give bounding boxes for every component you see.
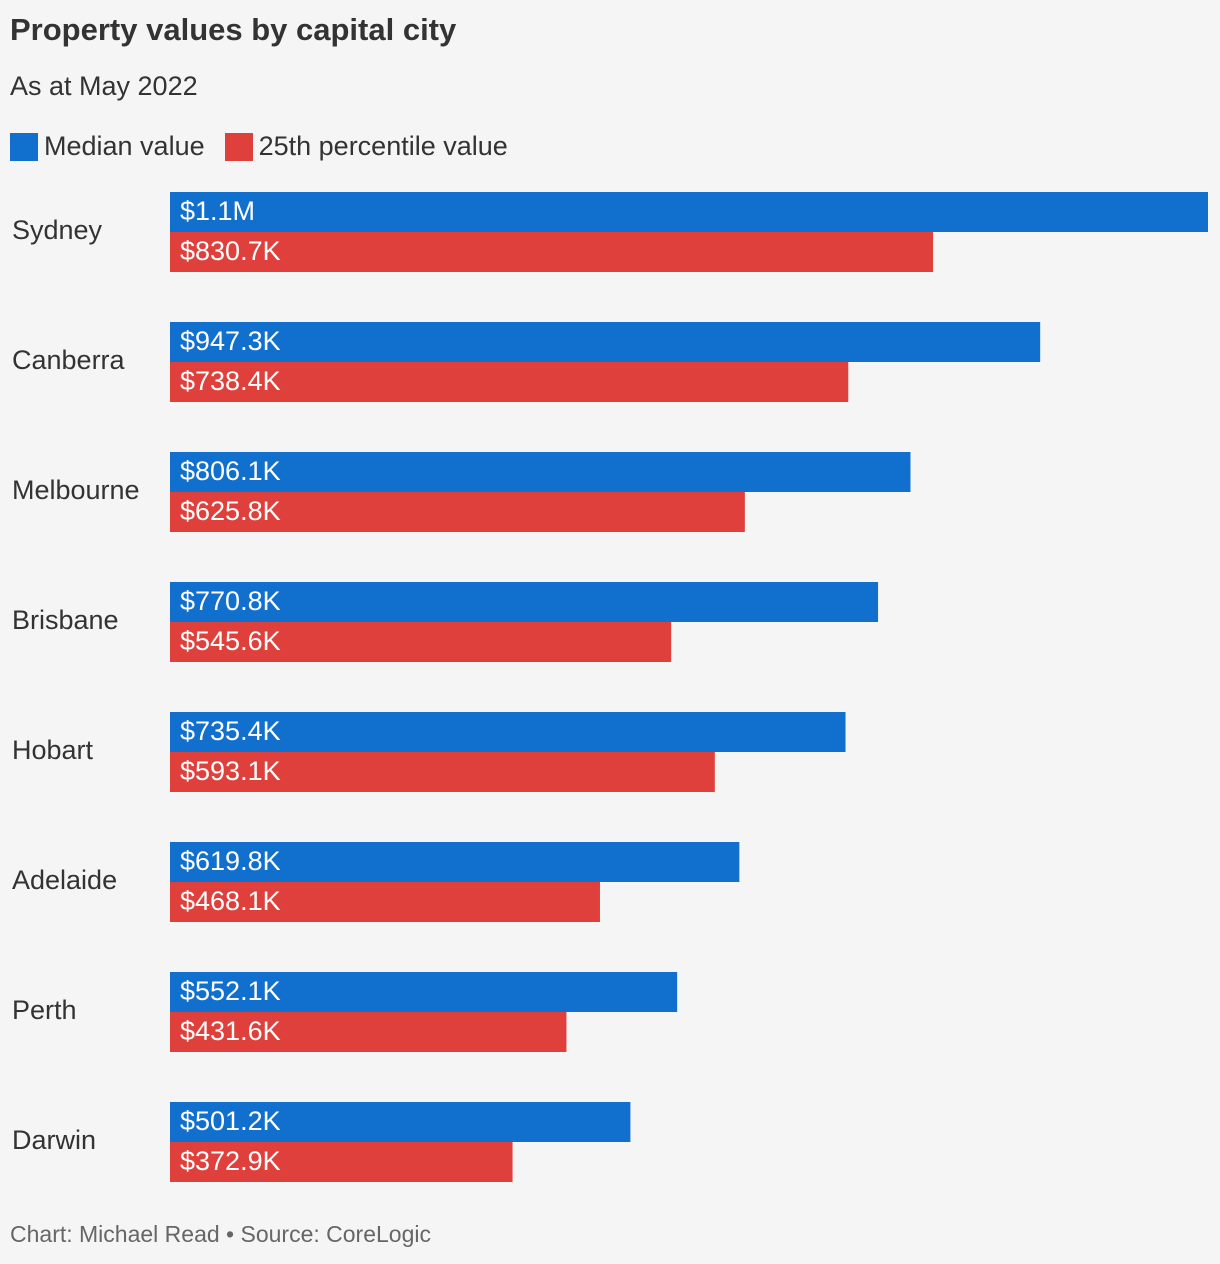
- bar-25th-percentile-darwin: [170, 1142, 513, 1182]
- category-label-adelaide: Adelaide: [12, 865, 117, 895]
- data-label-median-perth: $552.1K: [180, 976, 281, 1006]
- legend-swatch-median: [10, 132, 38, 161]
- data-label-25th-percentile-darwin: $372.9K: [180, 1146, 281, 1176]
- bar-median-sydney: [170, 192, 1208, 232]
- bar-median-adelaide: [170, 842, 740, 882]
- data-label-25th-percentile-hobart: $593.1K: [180, 756, 281, 786]
- legend-item-median: Median value: [10, 131, 205, 162]
- bar-25th-percentile-canberra: [170, 362, 849, 402]
- chart-legend: Median value 25th percentile value: [10, 131, 528, 162]
- bar-25th-percentile-brisbane: [170, 622, 672, 662]
- data-label-25th-percentile-adelaide: $468.1K: [180, 886, 281, 916]
- data-label-25th-percentile-brisbane: $545.6K: [180, 626, 281, 656]
- category-label-darwin: Darwin: [12, 1125, 96, 1155]
- bar-median-canberra: [170, 322, 1041, 362]
- bar-median-melbourne: [170, 452, 911, 492]
- data-label-median-melbourne: $806.1K: [180, 456, 281, 486]
- category-label-canberra: Canberra: [12, 345, 126, 375]
- legend-label-median: Median value: [44, 131, 205, 161]
- bar-25th-percentile-sydney: [170, 232, 934, 272]
- data-label-median-brisbane: $770.8K: [180, 586, 281, 616]
- category-label-perth: Perth: [12, 995, 77, 1025]
- data-label-median-sydney: $1.1M: [180, 196, 255, 226]
- bar-25th-percentile-adelaide: [170, 882, 600, 922]
- data-label-median-adelaide: $619.8K: [180, 846, 281, 876]
- bar-25th-percentile-hobart: [170, 752, 715, 792]
- data-label-25th-percentile-canberra: $738.4K: [180, 366, 281, 396]
- data-label-25th-percentile-melbourne: $625.8K: [180, 496, 281, 526]
- data-label-median-darwin: $501.2K: [180, 1106, 281, 1136]
- category-label-brisbane: Brisbane: [12, 605, 119, 635]
- bar-median-brisbane: [170, 582, 879, 622]
- category-label-sydney: Sydney: [12, 215, 103, 245]
- legend-swatch-25th-percentile: [224, 132, 253, 161]
- bar-median-darwin: [170, 1102, 631, 1142]
- legend-label-25th-percentile: 25th percentile value: [258, 131, 508, 161]
- chart-subtitle: As at May 2022: [10, 71, 198, 101]
- chart-title: Property values by capital city: [10, 12, 457, 47]
- bar-median-perth: [170, 972, 678, 1012]
- data-label-25th-percentile-perth: $431.6K: [180, 1016, 281, 1046]
- bar-25th-percentile-perth: [170, 1012, 567, 1052]
- data-label-25th-percentile-sydney: $830.7K: [180, 236, 281, 266]
- legend-item-25th-percentile: 25th percentile value: [224, 131, 508, 162]
- category-label-hobart: Hobart: [12, 735, 94, 765]
- data-label-median-hobart: $735.4K: [180, 716, 281, 746]
- bar-median-hobart: [170, 712, 846, 752]
- bar-25th-percentile-melbourne: [170, 492, 745, 532]
- chart-footer: Chart: Michael Read • Source: CoreLogic: [10, 1221, 431, 1247]
- data-label-median-canberra: $947.3K: [180, 326, 281, 356]
- category-label-melbourne: Melbourne: [12, 475, 140, 505]
